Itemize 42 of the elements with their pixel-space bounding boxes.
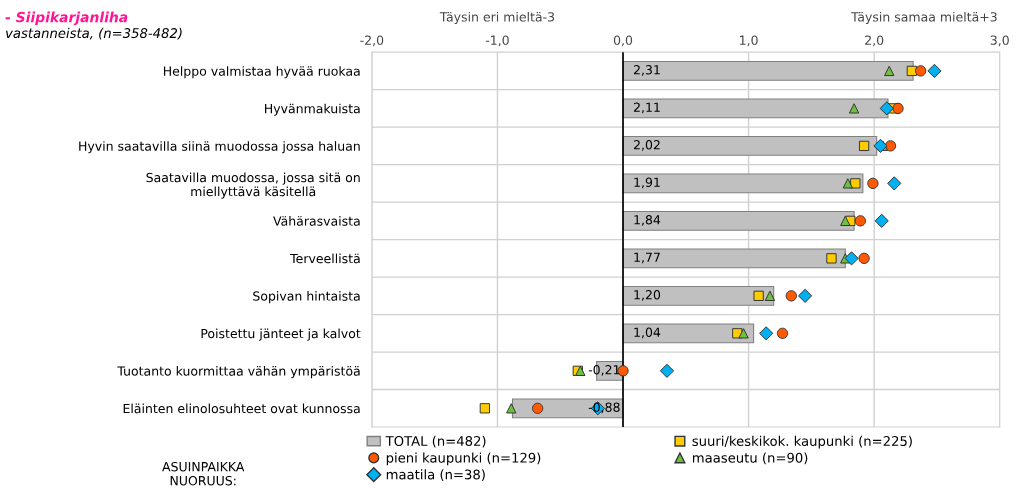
bar — [622, 60, 914, 81]
y-tick-label: Vähärasvaista — [273, 216, 360, 226]
x-tick-label: 0,0 — [613, 35, 633, 47]
text: Täysin samaa mieltä+3 — [851, 11, 997, 25]
y-tick-label: Terveellistä — [290, 253, 360, 264]
data-label: 2,11 — [633, 102, 660, 114]
text: ASUINPAIKKA NUORUUS: — [162, 461, 245, 486]
y-tick-label: Hyvin saatavilla siinä muodossa jossa haluan — [79, 141, 360, 154]
bar — [622, 135, 878, 156]
data-label: 1,04 — [634, 327, 661, 339]
legend-label: TOTAL (n=482) — [385, 435, 486, 448]
text: - Siipikarjanliha — [5, 11, 128, 26]
legend-label: suuri/keskikok. kaupunki (n=225) — [692, 435, 912, 449]
x-tick-label: 2,0 — [865, 35, 884, 47]
bar — [622, 323, 755, 344]
bar — [622, 98, 889, 119]
legend-label: maatila (n=38) — [386, 469, 485, 481]
data-label: 1,91 — [634, 177, 660, 189]
y-tick-label: Poistettu jänteet ja kalvot — [201, 328, 361, 341]
y-tick-label: Tuotanto kuormittaa vähän ympäristöä — [117, 366, 360, 379]
legend-label: maaseutu (n=90) — [692, 452, 808, 465]
text: vastanneista, (n=358-482) — [6, 27, 182, 40]
y-tick-label: Hyvänmakuista — [265, 103, 360, 116]
legend-label: pieni kaupunki (n=129) — [386, 452, 541, 466]
x-tick-label: -2,0 — [360, 35, 384, 47]
bar — [622, 285, 775, 306]
x-tick-label: -1,0 — [485, 35, 509, 47]
y-tick-label: Eläinten elinolosuhteet ovat kunnossa — [123, 403, 360, 414]
data-label: 2,31 — [633, 65, 660, 76]
data-label: 1,77 — [634, 252, 660, 264]
y-tick-label: Sopivan hintaista — [253, 291, 360, 304]
data-label: 1,84 — [634, 215, 661, 226]
bar — [622, 173, 864, 194]
x-tick-label: 3,0 — [990, 35, 1009, 47]
data-label: 1,20 — [634, 290, 661, 301]
x-tick-label: 1,0 — [740, 35, 758, 47]
y-tick-label: Saatavilla muodossa, jossa sitä on miellyttävä käsitellä — [146, 172, 360, 199]
data-label: 2,02 — [633, 140, 660, 151]
text: Täysin eri mieltä-3 — [439, 11, 555, 25]
bar — [622, 210, 855, 231]
y-tick-label: Helppo valmistaa hyvää ruokaa — [163, 66, 360, 79]
bar — [622, 248, 846, 269]
